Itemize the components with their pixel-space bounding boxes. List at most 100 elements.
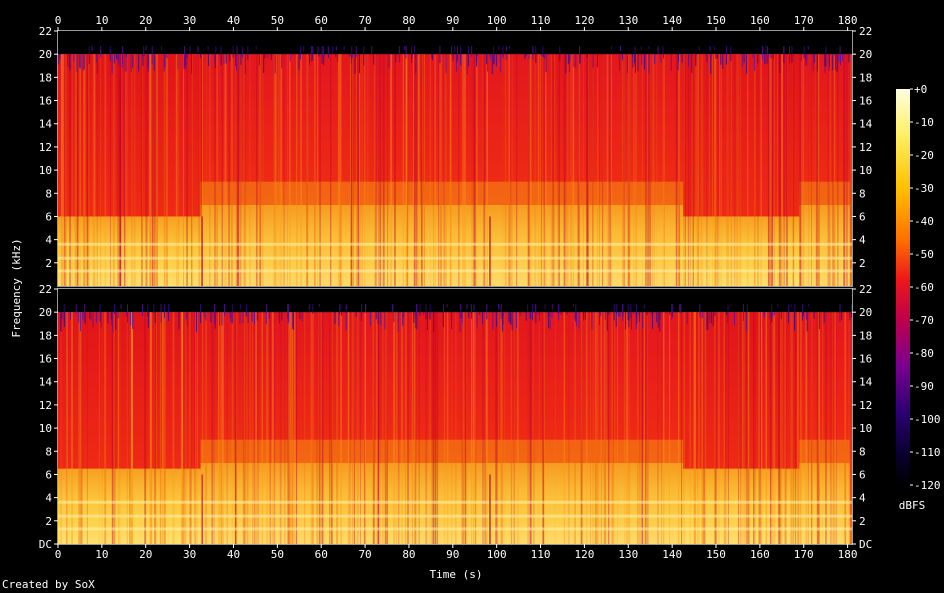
streak <box>76 54 78 286</box>
streak <box>429 312 431 544</box>
streak <box>696 312 698 544</box>
x-tick-label-bottom: 0 <box>55 548 62 561</box>
y-tick-label-upper-left: 22 <box>39 25 52 38</box>
streak <box>714 312 717 544</box>
streak <box>529 54 532 286</box>
streak <box>322 46 324 60</box>
colorbar-tick-label: -70 <box>914 314 934 327</box>
streak <box>777 304 779 307</box>
streak <box>161 312 164 544</box>
streak <box>701 54 704 286</box>
colorbar-tick-label: -40 <box>914 215 934 228</box>
streak <box>769 312 772 544</box>
streak <box>645 312 647 544</box>
streak <box>340 54 342 286</box>
streak <box>516 54 518 286</box>
streak <box>595 312 597 544</box>
colorbar-label: dBFS <box>899 499 926 512</box>
streak <box>380 312 382 326</box>
streak <box>563 312 564 544</box>
streak <box>839 54 841 66</box>
streak <box>373 312 374 544</box>
y-tick-label-upper-left: 8 <box>45 187 52 200</box>
streak <box>214 312 216 329</box>
streak <box>514 312 516 544</box>
y-tick-label-lower-left: 22 <box>39 283 52 296</box>
streak <box>848 312 850 544</box>
streak <box>773 312 776 544</box>
streak <box>84 312 86 324</box>
streak <box>71 312 73 544</box>
streak <box>657 46 659 55</box>
streak <box>235 312 238 544</box>
streak <box>568 54 570 73</box>
streak <box>61 54 63 286</box>
x-tick-label-bottom: 40 <box>227 548 240 561</box>
x-tick-label-top: 20 <box>139 14 152 27</box>
streak <box>78 312 80 323</box>
streak <box>714 312 716 316</box>
streak <box>527 312 529 544</box>
streak <box>462 312 465 544</box>
streak <box>780 312 782 320</box>
streak <box>166 54 168 286</box>
streak <box>476 312 478 328</box>
streak <box>251 312 253 322</box>
streak <box>351 46 353 60</box>
streak <box>541 54 543 286</box>
streak <box>833 54 836 286</box>
streak <box>318 312 321 544</box>
streak <box>559 54 561 286</box>
streak <box>638 312 640 316</box>
streak <box>542 312 544 544</box>
streak <box>373 54 375 65</box>
streak <box>657 312 659 544</box>
streak <box>679 54 681 286</box>
streak <box>235 54 237 66</box>
streak <box>75 304 77 314</box>
streak <box>166 54 168 59</box>
streak <box>597 54 599 286</box>
streak <box>610 54 612 286</box>
y-tick-label-lower-right: 20 <box>859 306 872 319</box>
streak <box>456 54 458 63</box>
streak <box>245 304 247 317</box>
streak <box>727 312 729 544</box>
streak <box>223 304 225 316</box>
x-tick-label-top: 30 <box>183 14 196 27</box>
streak <box>510 312 512 325</box>
streak <box>662 46 664 55</box>
streak <box>352 54 355 286</box>
streak <box>189 312 191 544</box>
streak <box>818 312 820 330</box>
streak <box>618 312 620 317</box>
streak <box>486 312 488 544</box>
streak <box>767 46 769 65</box>
streak <box>126 312 128 544</box>
reduced-band-segment <box>58 54 201 217</box>
streak <box>125 54 127 58</box>
streak <box>493 54 495 64</box>
streak <box>239 304 241 310</box>
streak <box>289 54 291 62</box>
streak <box>805 312 807 320</box>
streak <box>559 46 561 61</box>
streak <box>143 46 145 55</box>
streak <box>486 54 488 65</box>
y-tick-label-lower-left: 20 <box>39 306 52 319</box>
streak <box>149 312 152 544</box>
x-tick-label-bottom: 160 <box>750 548 770 561</box>
streak <box>306 54 309 286</box>
streak <box>537 54 539 286</box>
streak <box>318 304 320 307</box>
streak <box>407 312 409 544</box>
streak <box>167 54 168 286</box>
streak <box>274 54 276 286</box>
transient-line <box>201 216 203 286</box>
colorbar-tick-label: +0 <box>914 83 927 96</box>
streak <box>127 304 129 323</box>
streak <box>451 312 453 544</box>
streak <box>550 54 553 286</box>
streak <box>529 312 532 544</box>
streak <box>92 54 95 286</box>
